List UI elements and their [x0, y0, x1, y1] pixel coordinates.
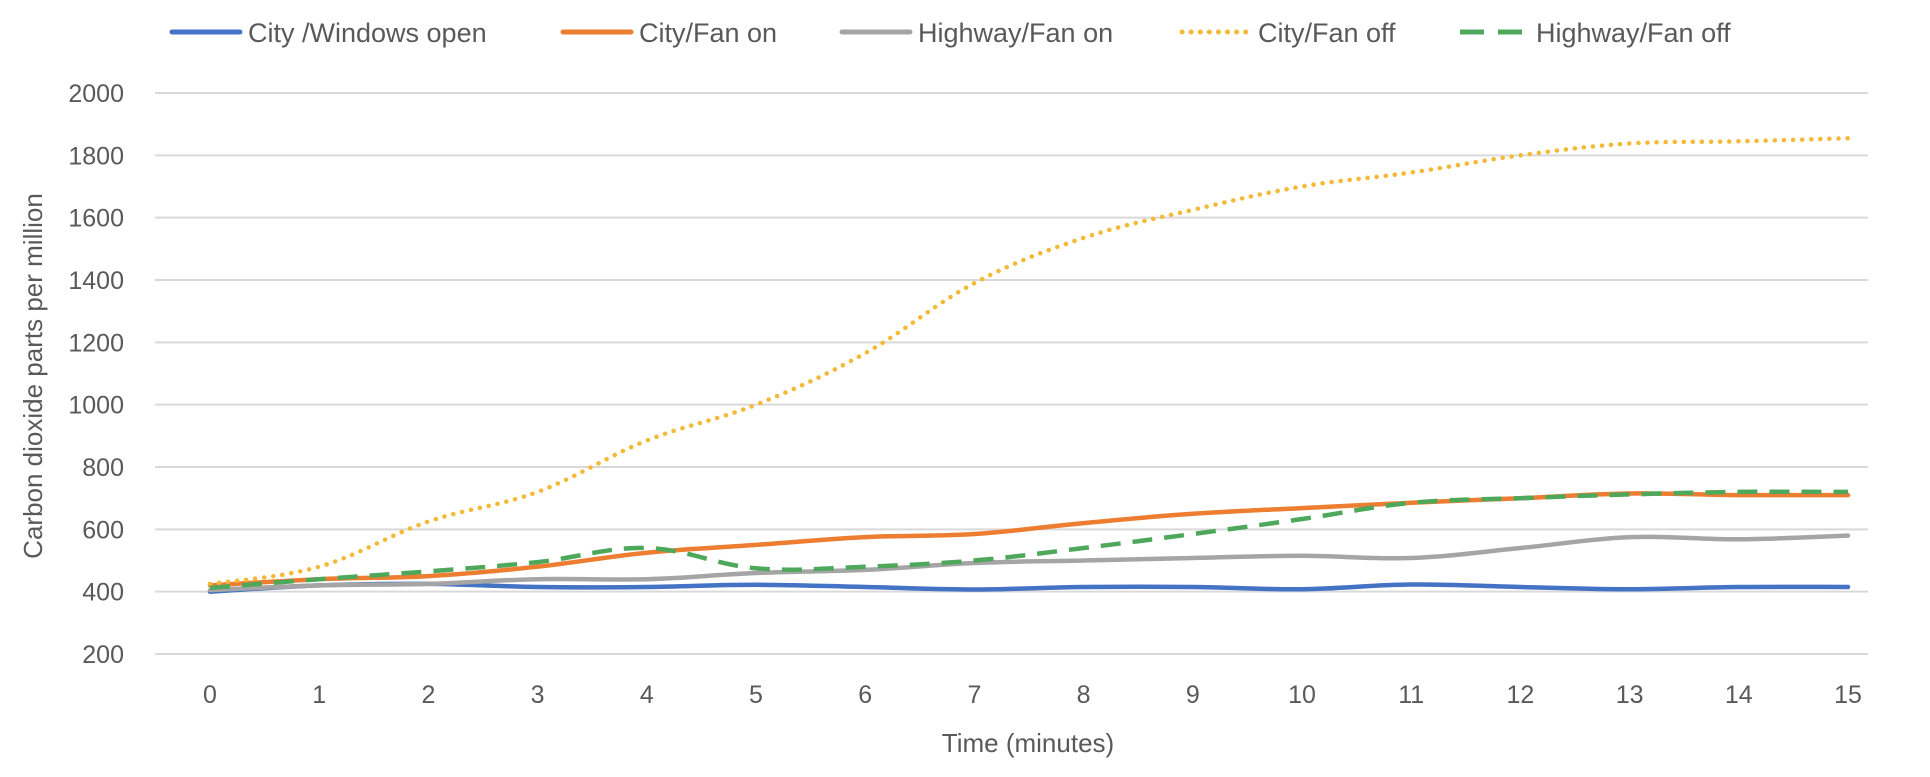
y-tick-label: 400 — [82, 579, 124, 607]
series-line-city-windows-open — [207, 581, 1851, 594]
y-tick-label: 1600 — [68, 205, 124, 233]
x-tick-label: 15 — [1834, 681, 1862, 709]
legend-label: City/Fan off — [1258, 18, 1396, 48]
y-axis-title: Carbon dioxide parts per million — [18, 193, 48, 559]
series-line-highway-fan-on — [207, 533, 1851, 593]
x-tick-label: 1 — [312, 681, 326, 709]
y-tick-label: 1000 — [68, 392, 124, 420]
x-tick-label: 5 — [749, 681, 763, 709]
legend-label: Highway/Fan on — [918, 18, 1113, 48]
x-axis-title: Time (minutes) — [942, 728, 1114, 758]
series-line-city-fan-off — [207, 135, 1851, 587]
legend-label: City /Windows open — [248, 18, 487, 48]
x-tick-label: 3 — [531, 681, 545, 709]
legend-label: Highway/Fan off — [1536, 18, 1731, 48]
x-tick-label: 8 — [1077, 681, 1091, 709]
series-lines — [207, 135, 1851, 594]
series-line-highway-fan-off — [209, 489, 1849, 591]
legend-entry: Highway/Fan on — [839, 18, 1113, 48]
gridlines — [155, 92, 1868, 655]
x-tick-label: 6 — [858, 681, 872, 709]
legend-label: City/Fan on — [639, 18, 777, 48]
x-tick-label: 11 — [1398, 681, 1424, 709]
x-tick-label: 10 — [1288, 681, 1316, 709]
x-tick-label: 4 — [640, 681, 654, 709]
y-tick-label: 600 — [82, 516, 124, 544]
y-tick-label: 200 — [82, 641, 124, 669]
legend: City /Windows open City/Fan on Highway/Fan… — [169, 18, 1731, 48]
x-tick-label: 14 — [1725, 681, 1753, 709]
y-axis-ticks: 200 400 600 800 1000 1200 1400 1600 1800 2000 — [68, 80, 124, 669]
y-tick-label: 2000 — [68, 80, 124, 108]
x-tick-label: 2 — [421, 681, 435, 709]
y-tick-label: 800 — [82, 454, 124, 482]
x-tick-label: 13 — [1616, 681, 1644, 709]
x-tick-label: 12 — [1506, 681, 1534, 709]
y-tick-label: 1200 — [68, 329, 124, 357]
x-axis-ticks: 0 1 2 3 4 5 6 7 8 9 10 11 12 13 14 15 — [203, 681, 1862, 709]
legend-entry: City/Fan on — [560, 18, 777, 48]
legend-entry: City /Windows open — [169, 18, 487, 48]
y-tick-label: 1800 — [68, 142, 124, 170]
x-tick-label: 9 — [1186, 681, 1200, 709]
legend-entry: City/Fan off — [1179, 18, 1396, 48]
x-tick-label: 0 — [203, 681, 217, 709]
series-line-city-fan-on — [207, 491, 1851, 588]
x-tick-label: 7 — [967, 681, 981, 709]
y-tick-label: 1400 — [68, 267, 124, 295]
legend-entry: Highway/Fan off — [1460, 18, 1731, 48]
